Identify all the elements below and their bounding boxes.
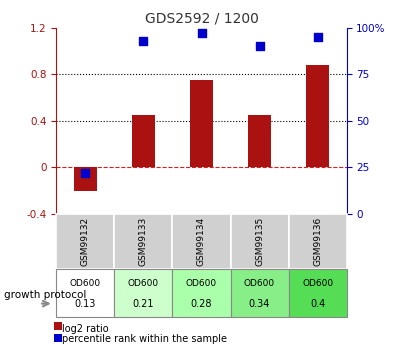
Text: GSM99132: GSM99132 xyxy=(81,217,90,266)
Text: GSM99136: GSM99136 xyxy=(313,217,322,266)
Bar xyxy=(132,115,155,167)
Text: GSM99135: GSM99135 xyxy=(255,217,264,266)
Text: OD600: OD600 xyxy=(244,279,275,288)
Bar xyxy=(114,269,172,317)
Bar xyxy=(289,269,347,317)
Title: GDS2592 / 1200: GDS2592 / 1200 xyxy=(145,11,258,25)
Bar xyxy=(231,214,289,269)
Bar xyxy=(56,214,114,269)
Point xyxy=(314,34,321,40)
Bar xyxy=(54,322,62,330)
Text: 0.34: 0.34 xyxy=(249,299,270,309)
Text: OD600: OD600 xyxy=(302,279,333,288)
Text: growth protocol: growth protocol xyxy=(4,290,86,300)
Bar xyxy=(190,80,213,167)
Text: OD600: OD600 xyxy=(70,279,101,288)
Bar xyxy=(172,214,231,269)
Text: GSM99134: GSM99134 xyxy=(197,217,206,266)
Text: percentile rank within the sample: percentile rank within the sample xyxy=(62,334,227,344)
Point xyxy=(82,170,89,176)
Text: GSM99133: GSM99133 xyxy=(139,217,148,266)
Text: 0.13: 0.13 xyxy=(75,299,96,309)
Text: 0.21: 0.21 xyxy=(133,299,154,309)
Point xyxy=(198,30,205,36)
Text: OD600: OD600 xyxy=(186,279,217,288)
Bar xyxy=(172,269,231,317)
Bar xyxy=(306,65,329,167)
Text: 0.4: 0.4 xyxy=(310,299,325,309)
Bar xyxy=(54,334,62,342)
Bar xyxy=(114,214,172,269)
Text: log2 ratio: log2 ratio xyxy=(62,324,109,334)
Text: 0.28: 0.28 xyxy=(191,299,212,309)
Bar xyxy=(289,214,347,269)
Bar xyxy=(74,167,97,190)
Point xyxy=(140,38,147,43)
Text: OD600: OD600 xyxy=(128,279,159,288)
Bar xyxy=(248,115,271,167)
Bar xyxy=(56,269,114,317)
Bar xyxy=(231,269,289,317)
Point xyxy=(256,43,263,49)
